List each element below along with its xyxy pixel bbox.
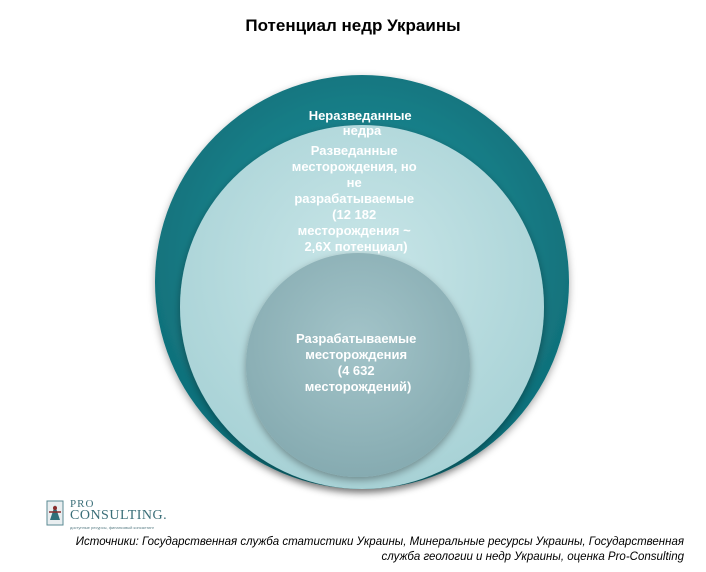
inner-circle-producing [246, 253, 470, 477]
middle-label-line: разрабатываемые [294, 191, 414, 206]
middle-label-line: Разведанные [311, 143, 398, 158]
crest-logo-icon [46, 500, 64, 526]
logo-consulting-text: CONSULTING. [70, 508, 168, 523]
outer-label-line: Неразведанные [309, 108, 412, 123]
sources-note: Источники: Государственная служба статис… [44, 535, 684, 565]
logo-tagline: доступные ресурсы, финансовый консалтинг [70, 525, 155, 530]
inner-circle-label: Разрабатываемые месторождения (4 632 мес… [296, 331, 420, 394]
sources-line: служба геологии и недр Украины, оценка P… [381, 551, 684, 563]
outer-circle-label: Неразведанные недра [309, 108, 416, 138]
inner-label-line: (4 632 [338, 363, 375, 378]
inner-label-line: месторождений) [305, 379, 412, 394]
sources-line: Источники: Государственная служба статис… [75, 536, 684, 548]
middle-label-line: месторождения, но [292, 159, 417, 174]
outer-label-line: недра [343, 123, 382, 138]
middle-label-line: 2,6X потенциал) [304, 239, 407, 254]
pro-consulting-logo: PRO CONSULTING. доступные ресурсы, финан… [46, 498, 186, 530]
middle-label-line: (12 182 [332, 207, 376, 222]
logo-pro-text: PRO [70, 498, 95, 510]
diagram-title: Потенциал недр Украины [245, 16, 461, 35]
inner-label-line: месторождения [305, 347, 407, 362]
middle-label-line: не [347, 175, 362, 190]
middle-circle-label: Разведанные месторождения, но не разраба… [292, 143, 421, 254]
inner-label-line: Разрабатываемые [296, 331, 416, 346]
middle-label-line: месторождения ~ [298, 223, 411, 238]
